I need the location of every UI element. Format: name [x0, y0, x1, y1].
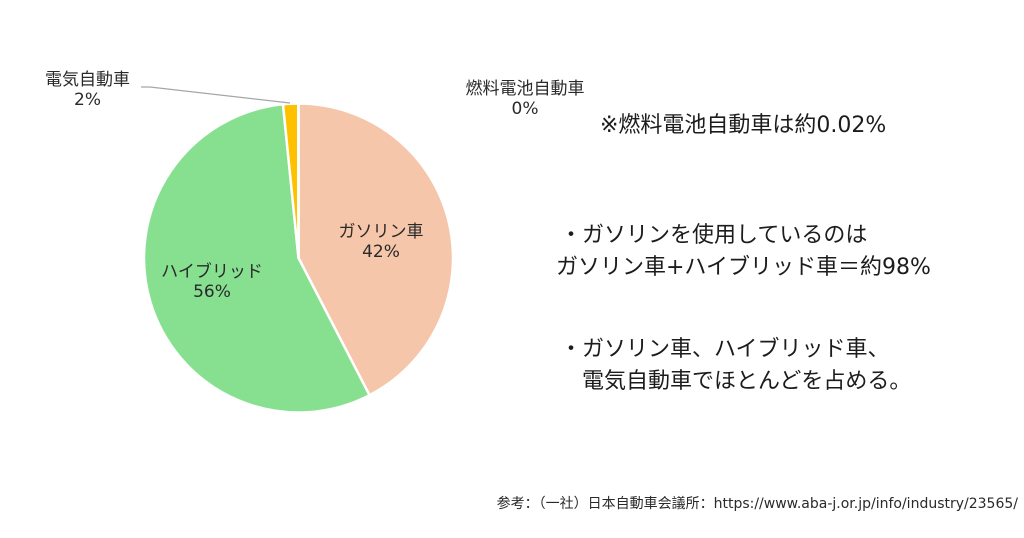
gasoline-name: ガソリン車 — [338, 222, 424, 242]
ev-pct: 2% — [74, 90, 101, 111]
hybrid-name: ハイブリッド — [161, 262, 263, 282]
pie-slices — [142, 102, 455, 414]
pie-slice-gasoline — [297, 102, 455, 397]
gasoline-label: ガソリン車 42% — [326, 222, 436, 263]
ev-leader-line — [141, 86, 291, 104]
fcv-note: ※燃料電池自動車は約0.02% — [600, 113, 887, 138]
hybrid-pct: 56% — [193, 282, 231, 303]
bullet-2-line-1: ・ガソリン車、ハイブリッド車、 — [560, 337, 890, 362]
ev-label: 電気自動車 2% — [30, 70, 145, 111]
gasoline-pct: 42% — [362, 242, 400, 263]
hybrid-label: ハイブリッド 56% — [152, 262, 272, 303]
fcv-name: 燃料電池自動車 — [465, 79, 585, 99]
bullet-2-line-2: 電気自動車でほとんどを占める。 — [582, 368, 912, 394]
bullet-1: ・ガソリンを使用しているのは ガソリン車+ハイブリッド車＝約98% — [556, 220, 931, 284]
fcv-pct: 0% — [511, 99, 539, 120]
bullet-1-line-1: ・ガソリンを使用しているのは — [560, 223, 868, 248]
bullet-2: ・ガソリン車、ハイブリッド車、 電気自動車でほとんどを占める。 — [560, 334, 911, 398]
bullet-1-line-2: ガソリン車+ハイブリッド車＝約98% — [556, 254, 931, 280]
source-citation: 参考：（一社）日本自動車会議所：https://www.aba-j.or.jp/… — [496, 496, 1018, 512]
fcv-label: 燃料電池自動車 0% — [445, 79, 605, 120]
ev-name: 電気自動車 — [45, 70, 130, 90]
pie-slice-hybrid — [142, 103, 371, 414]
